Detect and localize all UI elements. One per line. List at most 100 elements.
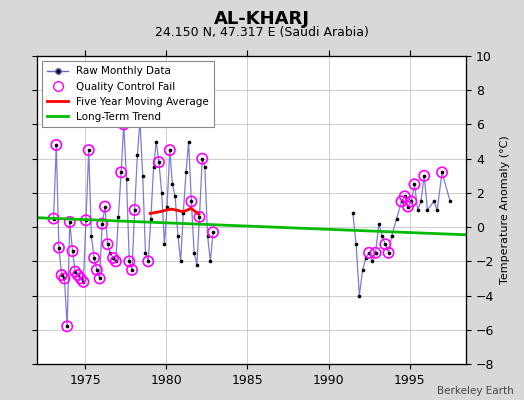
Point [68,248,77,254]
Text: 24.150 N, 47.317 E (Saudi Arabia): 24.150 N, 47.317 E (Saudi Arabia) [155,26,369,39]
Point [195,214,204,220]
Point [95,275,104,282]
Point [49,215,58,222]
Point [74,272,82,278]
Point [384,250,392,256]
Point [187,198,195,205]
Point [87,232,95,239]
Point [133,152,141,158]
Point [71,268,79,275]
Point [372,250,380,256]
Point [438,169,446,176]
Point [152,138,160,145]
Point [58,272,66,278]
Point [54,244,63,251]
Point [206,258,214,264]
Point [413,207,422,213]
Point [119,121,128,128]
Point [98,220,106,227]
Point [141,250,150,256]
Point [77,275,85,282]
Point [60,275,69,282]
Point [114,214,123,220]
Point [79,279,88,285]
Point [182,169,190,176]
Point [198,156,206,162]
Point [93,267,101,273]
Point [381,241,389,248]
Point [179,210,188,217]
Point [93,267,101,273]
Point [392,215,401,222]
Point [101,203,109,210]
Point [195,214,204,220]
Point [348,210,357,217]
Point [158,190,166,196]
Point [209,229,217,236]
Point [410,181,419,188]
Point [388,232,396,239]
Point [122,176,130,182]
Point [355,292,364,299]
Point [54,244,63,251]
Point [136,118,144,124]
Point [112,258,120,264]
Point [125,258,134,264]
Point [119,121,128,128]
Point [368,258,377,264]
Point [98,220,106,227]
Point [438,169,446,176]
Point [66,219,74,225]
Point [177,258,185,264]
Point [433,207,441,213]
Point [372,250,380,256]
Point [362,255,370,261]
Point [63,323,71,330]
Point [125,258,134,264]
Point [410,181,419,188]
Point [90,255,99,261]
Point [63,323,71,330]
Point [404,203,412,210]
Point [147,215,155,222]
Point [103,241,112,248]
Point [52,142,60,148]
Point [397,198,406,205]
Point [155,159,163,165]
Point [168,181,177,188]
Point [117,169,125,176]
Point [106,250,114,256]
Point [375,220,383,227]
Point [187,198,195,205]
Point [423,207,432,213]
Point [103,241,112,248]
Point [420,172,429,179]
Point [128,267,136,273]
Point [68,248,77,254]
Point [417,198,425,205]
Point [352,241,361,248]
Point [84,147,93,153]
Point [77,275,85,282]
Point [66,219,74,225]
Point [209,229,217,236]
Point [378,232,386,239]
Point [184,138,193,145]
Point [130,207,139,213]
Point [138,172,147,179]
Point [163,203,171,210]
Point [144,258,152,264]
Text: Berkeley Earth: Berkeley Earth [437,386,514,396]
Point [400,193,409,200]
Point [201,164,209,170]
Point [71,268,79,275]
Point [49,215,58,222]
Point [60,275,69,282]
Point [365,250,373,256]
Point [117,169,125,176]
Point [84,147,93,153]
Point [174,232,182,239]
Point [101,203,109,210]
Point [166,147,174,153]
Point [136,118,144,124]
